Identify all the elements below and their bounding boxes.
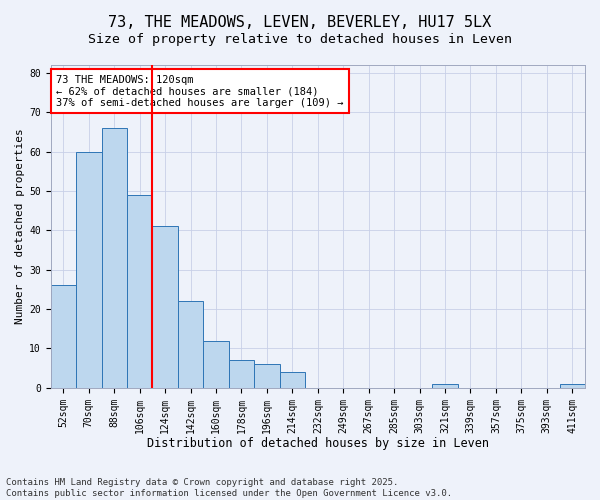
Bar <box>560 384 585 388</box>
Bar <box>254 364 280 388</box>
Bar <box>127 195 152 388</box>
Bar <box>433 384 458 388</box>
Bar <box>76 152 101 388</box>
Bar <box>280 372 305 388</box>
Y-axis label: Number of detached properties: Number of detached properties <box>15 128 25 324</box>
Text: 73 THE MEADOWS: 120sqm
← 62% of detached houses are smaller (184)
37% of semi-de: 73 THE MEADOWS: 120sqm ← 62% of detached… <box>56 74 343 108</box>
Bar <box>152 226 178 388</box>
Bar <box>50 286 76 388</box>
Text: Size of property relative to detached houses in Leven: Size of property relative to detached ho… <box>88 32 512 46</box>
Bar <box>203 340 229 388</box>
Text: 73, THE MEADOWS, LEVEN, BEVERLEY, HU17 5LX: 73, THE MEADOWS, LEVEN, BEVERLEY, HU17 5… <box>109 15 491 30</box>
Text: Contains HM Land Registry data © Crown copyright and database right 2025.
Contai: Contains HM Land Registry data © Crown c… <box>6 478 452 498</box>
Bar <box>101 128 127 388</box>
Bar <box>229 360 254 388</box>
Bar <box>178 301 203 388</box>
X-axis label: Distribution of detached houses by size in Leven: Distribution of detached houses by size … <box>147 437 489 450</box>
